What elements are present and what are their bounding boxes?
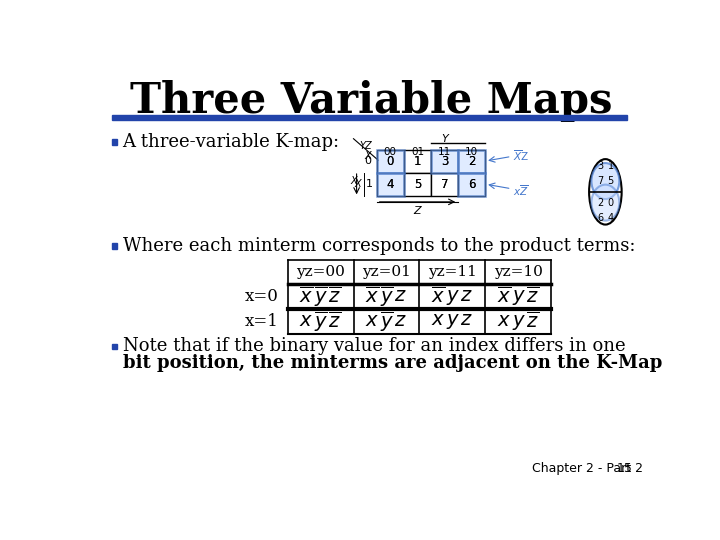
Text: 00: 00 [384, 147, 397, 157]
Bar [377, 150, 404, 173]
Text: 01: 01 [411, 147, 424, 157]
Text: Three Variable Maps: Three Variable Maps [130, 80, 613, 122]
Text: 2: 2 [468, 154, 475, 167]
Text: $\overline{x}\,y\,z$: $\overline{x}\,y\,z$ [431, 285, 474, 308]
Text: 4: 4 [387, 178, 394, 191]
Text: 1: 1 [414, 154, 421, 167]
Ellipse shape [591, 163, 619, 199]
Text: yz=01: yz=01 [362, 265, 411, 279]
Text: $\overline{x}\,\overline{y}\,z$: $\overline{x}\,\overline{y}\,z$ [365, 284, 408, 309]
Bar [458, 150, 485, 173]
Text: 11: 11 [438, 147, 451, 157]
Text: YZ: YZ [360, 140, 372, 151]
Bar [431, 150, 458, 173]
Bar [431, 173, 458, 195]
Text: $x\,y\,z$: $x\,y\,z$ [431, 312, 474, 330]
Text: Where each minterm corresponds to the product terms:: Where each minterm corresponds to the pr… [122, 237, 635, 255]
Text: bit position, the minterms are adjacent on the K-Map: bit position, the minterms are adjacent … [122, 354, 662, 372]
Text: $x\,y\,\overline{z}$: $x\,y\,\overline{z}$ [497, 309, 539, 333]
Bar [112, 343, 117, 349]
Text: yz=11: yz=11 [428, 265, 477, 279]
Bar [458, 173, 485, 195]
Text: $x\,\overline{y}\,\overline{z}$: $x\,\overline{y}\,\overline{z}$ [300, 309, 342, 334]
Text: 3: 3 [597, 161, 603, 171]
Text: 1: 1 [414, 154, 421, 167]
Bar [377, 150, 404, 173]
Text: 7: 7 [441, 178, 449, 191]
Text: 2: 2 [468, 154, 475, 167]
Text: 4: 4 [387, 178, 394, 191]
Text: 6: 6 [468, 178, 475, 191]
Bar [431, 150, 458, 173]
Text: x=1: x=1 [245, 313, 279, 330]
Text: 0: 0 [608, 198, 614, 207]
Text: 0: 0 [387, 154, 394, 167]
Ellipse shape [591, 185, 619, 221]
Text: $\overline{x}\,y\,\overline{z}$: $\overline{x}\,y\,\overline{z}$ [497, 285, 539, 308]
Text: $\overline{x}\,\overline{y}\,\overline{z}$: $\overline{x}\,\overline{y}\,\overline{z… [300, 284, 342, 309]
Text: 2: 2 [597, 198, 603, 207]
Text: 7: 7 [597, 176, 603, 186]
Text: A three-variable K-map:: A three-variable K-map: [122, 133, 340, 151]
Bar [112, 244, 117, 249]
Text: 6: 6 [597, 213, 603, 223]
Text: 5: 5 [414, 178, 421, 191]
Text: $x\,\overline{y}\,z$: $x\,\overline{y}\,z$ [365, 309, 408, 334]
Text: 15: 15 [616, 462, 632, 475]
Bar [112, 115, 627, 120]
Text: 5: 5 [414, 178, 421, 191]
Bar [377, 173, 404, 195]
Text: Z: Z [413, 206, 421, 217]
Bar [112, 139, 117, 145]
Text: Y: Y [441, 134, 448, 144]
Text: Note that if the binary value for an index differs in one: Note that if the binary value for an ind… [122, 337, 625, 355]
Ellipse shape [589, 159, 621, 225]
Bar [377, 173, 404, 195]
Text: 10: 10 [465, 147, 478, 157]
Text: 6: 6 [468, 178, 475, 191]
Text: 7: 7 [441, 178, 449, 191]
Text: yz=10: yz=10 [494, 265, 543, 279]
Text: $\overline{X}$Z: $\overline{X}$Z [513, 148, 529, 163]
Text: 3: 3 [441, 154, 449, 167]
Bar [458, 173, 485, 195]
Text: 3: 3 [441, 154, 449, 167]
Text: Chapter 2 - Part 2: Chapter 2 - Part 2 [532, 462, 643, 475]
Text: yz=00: yz=00 [296, 265, 345, 279]
Bar [404, 173, 431, 195]
Text: 0: 0 [364, 156, 371, 166]
Text: 4: 4 [608, 213, 614, 223]
Text: 1: 1 [366, 179, 372, 189]
Text: X: X [364, 151, 371, 161]
Text: X: X [350, 176, 357, 186]
Text: 5: 5 [608, 176, 614, 186]
Bar [404, 150, 431, 173]
Text: $x\overline{Z}$: $x\overline{Z}$ [513, 183, 529, 198]
Text: 0: 0 [387, 154, 394, 167]
Text: 1: 1 [608, 161, 614, 171]
Text: x=0: x=0 [245, 288, 279, 305]
Text: X: X [355, 179, 361, 189]
Bar [458, 150, 485, 173]
